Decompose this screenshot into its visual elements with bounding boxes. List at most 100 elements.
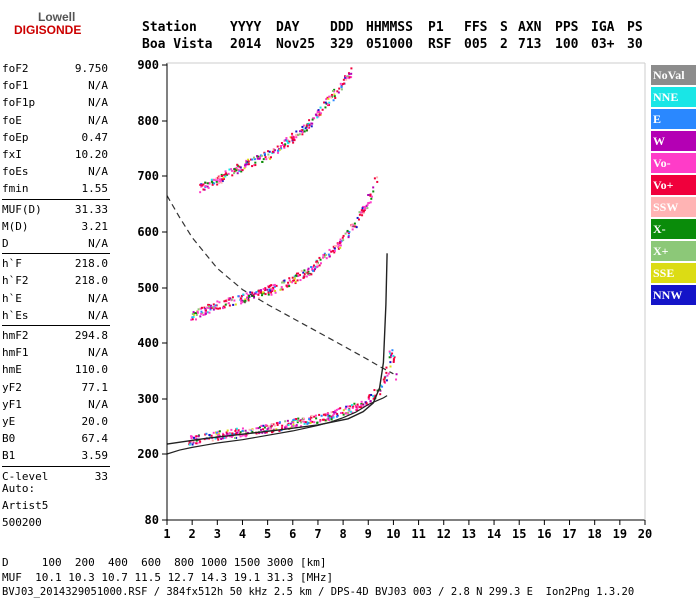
echo-dot <box>224 299 227 302</box>
echo-dot <box>303 272 306 275</box>
echo-dot <box>268 150 271 153</box>
echo-dot <box>237 168 240 171</box>
param-value: 0.47 <box>81 130 109 144</box>
echo-dot <box>369 194 372 197</box>
echo-dot <box>223 177 226 180</box>
echo-dot <box>290 136 293 139</box>
echo-dot <box>341 411 344 414</box>
header-value-ps: 30 <box>627 37 643 52</box>
echo-dot <box>285 284 288 287</box>
echo-dot <box>288 279 291 282</box>
echo-dot <box>233 433 236 436</box>
echo-dot <box>217 438 220 441</box>
echo-dot <box>324 106 327 109</box>
echo-dot <box>348 409 351 412</box>
echo-dot <box>316 116 319 119</box>
echo-dot <box>244 165 247 168</box>
echo-dot <box>339 246 342 249</box>
echo-dot <box>212 306 215 309</box>
param-value: 3.21 <box>81 219 109 233</box>
echo-dot <box>298 133 301 136</box>
echo-dot <box>304 127 307 130</box>
echo-dot <box>310 266 313 269</box>
echo-dot <box>367 397 370 400</box>
echo-dot <box>367 193 370 196</box>
echo-dot <box>220 181 223 184</box>
echo-dot <box>353 222 356 225</box>
echo-dot <box>264 431 267 434</box>
echo-dot <box>224 175 227 178</box>
echo-dot <box>288 140 291 143</box>
echo-dot <box>339 82 342 85</box>
echo-dot <box>233 436 236 439</box>
echo-dot <box>211 183 214 186</box>
echo-dot <box>274 291 277 294</box>
echo-dot <box>255 432 258 435</box>
echo-dot <box>262 428 265 431</box>
echo-dot <box>292 419 295 422</box>
echo-dot <box>372 397 375 400</box>
echo-dot <box>190 318 193 321</box>
echo-dot <box>324 414 327 417</box>
echo-dot <box>347 232 350 235</box>
echo-dot <box>267 293 270 296</box>
echo-dot <box>213 182 216 185</box>
echo-dot <box>315 417 318 420</box>
echo-dot <box>355 226 358 229</box>
echo-dot <box>319 420 322 423</box>
echo-dot <box>325 102 328 105</box>
param-row: yE 20.0 <box>2 413 108 430</box>
echo-dot <box>300 421 303 424</box>
echo-dot <box>217 433 220 436</box>
echo-dot <box>305 125 308 128</box>
echo-dot <box>335 408 338 411</box>
echo-dot <box>351 228 354 231</box>
echo-dot <box>239 297 242 300</box>
legend-item: NNW <box>651 285 696 305</box>
echo-dot <box>351 223 354 226</box>
echo-dot <box>252 156 255 159</box>
echo-dot <box>306 271 309 274</box>
logo-digisonde: DIGISONDE <box>14 23 82 37</box>
echo-dot <box>208 311 211 314</box>
echo-dot <box>271 423 274 426</box>
param-row: fmin 1.55 <box>2 180 108 197</box>
echo-dot <box>215 177 218 180</box>
x-tick-label: 6 <box>289 527 296 541</box>
echo-dot <box>360 406 363 409</box>
echo-dot <box>313 421 316 424</box>
echo-dot <box>191 316 194 319</box>
echo-dot <box>246 297 249 300</box>
echo-dot <box>227 302 230 305</box>
echo-dot <box>264 287 267 290</box>
echo-dot <box>325 257 328 260</box>
echo-dot <box>362 211 365 214</box>
echo-dot <box>302 420 305 423</box>
echo-dot <box>365 403 368 406</box>
echo-dot <box>255 292 258 295</box>
echo-dot <box>199 183 202 186</box>
echo-dot <box>251 291 254 294</box>
echo-dot <box>260 292 263 295</box>
echo-dot <box>316 111 319 114</box>
echo-dot <box>209 435 212 438</box>
echo-dot <box>333 247 336 250</box>
echo-dot <box>238 169 241 172</box>
echo-dot <box>204 185 207 188</box>
echo-dot <box>391 352 394 355</box>
echo-dot <box>291 132 294 135</box>
echo-dot <box>188 443 191 446</box>
echo-dot <box>310 414 313 417</box>
echo-dot <box>251 158 254 161</box>
echo-dot <box>389 361 392 364</box>
echo-dot <box>294 282 297 285</box>
echo-dot <box>244 298 247 301</box>
echo-dot <box>230 428 233 431</box>
echo-dot <box>369 400 372 403</box>
echo-dot <box>326 103 329 106</box>
echo-dot <box>311 268 314 271</box>
param-name: h`F2 <box>2 274 29 288</box>
echo-dot <box>217 307 220 310</box>
legend-item: NoVal <box>651 65 696 85</box>
echo-dot <box>248 294 251 297</box>
